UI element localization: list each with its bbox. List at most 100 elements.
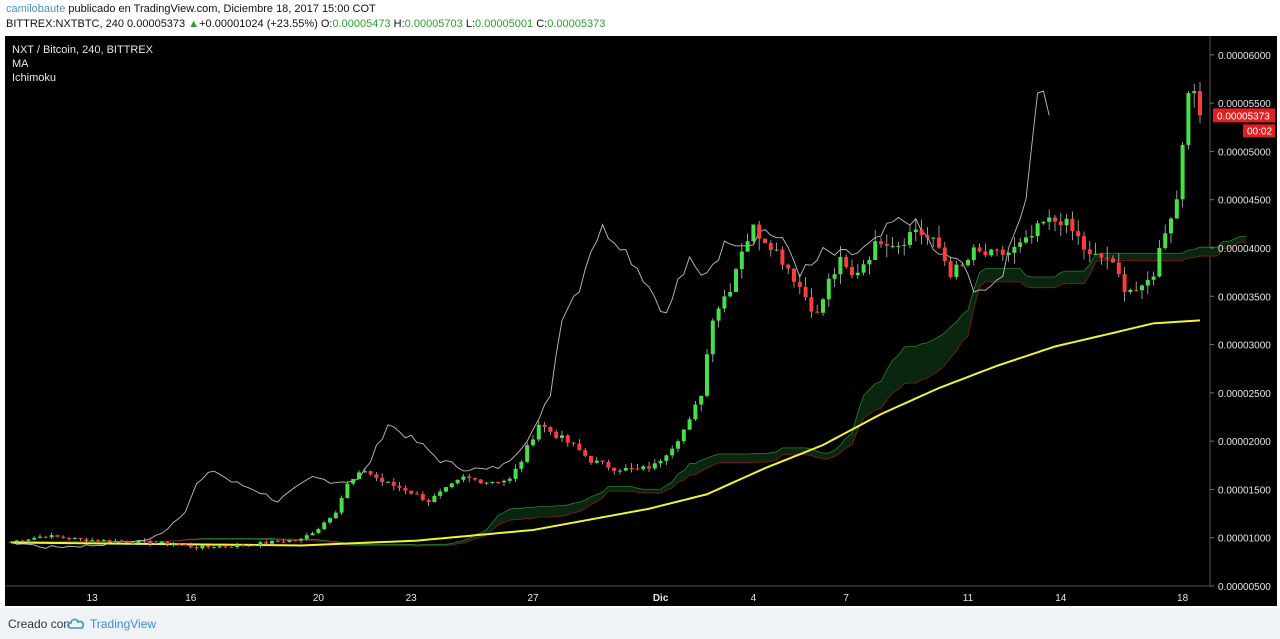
close-value: 0.00005373 (547, 18, 606, 30)
candle-body (658, 460, 663, 464)
candle-body (455, 479, 460, 484)
candle-body (606, 461, 611, 468)
x-tick-label: 13 (87, 593, 99, 604)
candle-body (536, 424, 541, 440)
close-label: C: (536, 18, 548, 30)
candle-body (43, 536, 48, 538)
candle-body (61, 536, 66, 539)
candle-body (130, 542, 135, 544)
candle-body (449, 483, 454, 488)
candle-body (502, 480, 506, 483)
legend-ma[interactable]: MA (12, 58, 29, 70)
low-label: L: (465, 18, 476, 30)
y-tick-label: 0.00003000 (1218, 341, 1271, 352)
candle-body (258, 542, 263, 546)
x-tick-label: Dic (653, 593, 669, 604)
candle-body (165, 541, 170, 545)
candle-body (942, 247, 947, 262)
candle-body (670, 448, 675, 456)
candle-body (1012, 246, 1017, 253)
candle-body (879, 241, 883, 245)
candle-body (652, 463, 657, 469)
time-axis: 13 16 20 23 27 Dic 4 7 11 14 18 (87, 593, 1189, 604)
candle-body (571, 442, 576, 444)
author-link[interactable]: camilobaute (6, 3, 66, 15)
candle-body (850, 266, 854, 276)
candle-body (531, 439, 535, 446)
candle-body (241, 544, 245, 546)
candle-body (1053, 217, 1057, 222)
y-tick-label: 0.00002500 (1218, 389, 1271, 400)
candle-body (1145, 279, 1150, 286)
candle-body (194, 547, 199, 549)
chart-legend: NXT / Bitcoin, 240, BITTREX MA Ichimoku (12, 43, 153, 85)
candle-body (1140, 285, 1144, 291)
candle-body (14, 540, 19, 542)
x-tick-label: 23 (406, 593, 418, 604)
chart-area[interactable]: 0.00006000 0.00005500 0.00005000 0.00004500… (5, 36, 1277, 606)
candle-body (890, 245, 895, 247)
candle-body (409, 490, 414, 494)
candle-body (554, 431, 559, 438)
legend-ichimoku[interactable]: Ichimoku (12, 72, 57, 84)
candle-body (1192, 91, 1197, 94)
open-value: 0.00005473 (332, 18, 391, 30)
candle-body (84, 539, 89, 542)
tradingview-link[interactable]: TradingView (90, 617, 157, 631)
candle-body (565, 435, 570, 443)
y-tick-label: 0.00004500 (1218, 196, 1271, 207)
y-tick-label: 0.00002000 (1218, 437, 1271, 448)
candle-body (217, 546, 222, 548)
price-chart[interactable]: 0.00006000 0.00005500 0.00005000 0.00004500… (5, 36, 1277, 606)
candle-body (815, 311, 820, 313)
candle-body (745, 241, 750, 252)
candle-body (809, 297, 814, 312)
candle-body (397, 485, 402, 488)
candle-body (1076, 231, 1081, 237)
candle-body (821, 299, 825, 313)
candle-body (415, 493, 419, 495)
candle-body (594, 460, 599, 463)
candle-body (687, 419, 692, 430)
price-tag-box (1213, 108, 1275, 123)
candle-body (1157, 248, 1162, 277)
candle-body (548, 426, 553, 432)
candle-body (1163, 233, 1168, 249)
candle-body (751, 224, 756, 242)
candle-body (386, 481, 390, 483)
candle-body (1058, 221, 1063, 226)
created-with-label: Creado con (8, 617, 71, 631)
tradingview-cloud-icon (66, 616, 86, 633)
y-tick-label: 0.00001000 (1218, 534, 1271, 545)
candle-body (902, 244, 907, 246)
candle-body (826, 278, 831, 300)
x-tick-label: 20 (313, 593, 325, 604)
candle-body (235, 544, 240, 547)
candle-body (183, 544, 187, 546)
candle-body (316, 529, 321, 534)
candle-body (136, 540, 141, 544)
candle-body (838, 256, 843, 275)
candle-body (1064, 218, 1069, 226)
publish-info: publicado en TradingView.com, Diciembre … (65, 3, 376, 15)
candle-body (803, 286, 808, 298)
candle-body (1035, 223, 1040, 237)
candle-body (461, 476, 466, 480)
candle-body (542, 424, 547, 427)
candle-body (722, 296, 727, 309)
candle-body (339, 498, 344, 513)
candle-body (873, 241, 878, 261)
candle-body (937, 237, 941, 248)
candle-body (72, 538, 77, 540)
price-tag-label: 0.00005373 (1217, 111, 1270, 122)
x-tick-label: 16 (185, 593, 197, 604)
candle-body (734, 269, 738, 292)
candle-body (931, 237, 936, 239)
candle-body (328, 518, 332, 523)
candle-body (171, 543, 176, 545)
candle-body (861, 264, 866, 273)
candle-body (403, 487, 408, 491)
candle-body (710, 320, 715, 355)
y-tick-label: 0.00005000 (1218, 147, 1271, 158)
x-tick-label: 18 (1177, 593, 1189, 604)
